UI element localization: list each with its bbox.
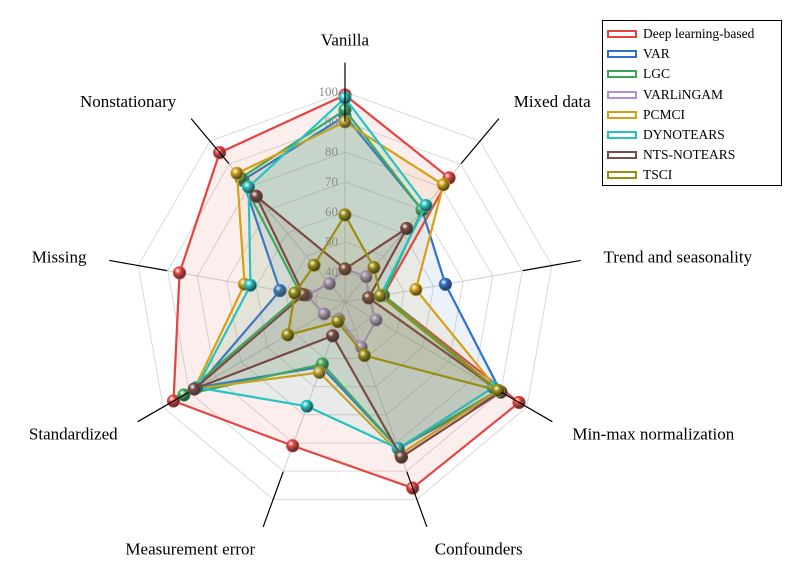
axis-label-min-max-normalization: Min-max normalization xyxy=(572,424,734,443)
axis-label-missing: Missing xyxy=(32,247,87,266)
axis-label-nonstationary: Nonstationary xyxy=(80,92,177,111)
axis-spoke xyxy=(406,471,428,528)
legend-label: TSCI xyxy=(643,167,673,183)
data-point-varlingam xyxy=(322,277,337,291)
data-point-tsci xyxy=(331,315,345,329)
data-point-tsci xyxy=(373,289,388,303)
axis-spoke xyxy=(522,259,581,272)
legend-swatch xyxy=(607,171,637,180)
data-point-nts-notears xyxy=(394,450,409,464)
data-point-tsci xyxy=(357,348,372,363)
legend-item-pcmci: PCMCI xyxy=(607,105,777,125)
legend-label: PCMCI xyxy=(643,106,686,122)
data-point-var xyxy=(273,283,287,298)
axis-label-mixed-data: Mixed data xyxy=(514,92,591,111)
axis-spoke xyxy=(190,118,230,165)
data-point-pcmci xyxy=(312,365,326,380)
legend-label: DYNOTEARS xyxy=(643,127,725,143)
data-point-tsci xyxy=(288,286,302,300)
legend-swatch xyxy=(607,50,637,59)
grid-ring xyxy=(226,181,464,416)
axis-spoke xyxy=(262,471,284,528)
data-point-tsci xyxy=(281,328,295,342)
axis-label-trend-and-seasonality: Trend and seasonality xyxy=(604,247,753,266)
data-point-dynotears xyxy=(241,180,256,194)
series-area-var xyxy=(195,114,502,450)
data-point-tsci xyxy=(338,208,352,222)
data-point-nts-notears xyxy=(249,189,263,203)
data-point-deep-learning-based xyxy=(286,439,300,453)
legend-item-tsci: TSCI xyxy=(607,165,777,185)
grid-ring xyxy=(255,211,435,388)
data-point-pcmci xyxy=(436,178,450,192)
legend-item-deep-learning-based: Deep learning-based xyxy=(607,24,777,44)
legend-label: VAR xyxy=(643,46,670,62)
grid-ring xyxy=(137,91,553,500)
data-point-tsci xyxy=(307,258,321,272)
legend-swatch xyxy=(607,30,637,39)
data-point-varlingam xyxy=(359,270,373,284)
legend-item-varlingam: VARLiNGAM xyxy=(607,85,777,105)
data-point-tsci xyxy=(367,260,381,275)
legend-label: LGC xyxy=(643,66,670,82)
legend-swatch xyxy=(607,131,637,140)
data-point-dynotears xyxy=(419,198,433,213)
legend-item-nts-notears: NTS-NOTEARS xyxy=(607,145,777,165)
legend-item-var: VAR xyxy=(607,44,777,64)
legend-label: VARLiNGAM xyxy=(643,86,724,102)
data-point-pcmci xyxy=(409,282,423,297)
axis-label-standardized: Standardized xyxy=(29,424,118,443)
radar-labels: Vanilla Mixed data Trend and seasonality Mi… xyxy=(29,31,753,559)
legend-item-lgc: LGC xyxy=(607,64,777,84)
series-area-varlingam xyxy=(305,267,378,349)
series-tsci xyxy=(281,208,505,398)
axis-label-vanilla: Vanilla xyxy=(321,31,370,50)
legend-item-dynotears: DYNOTEARS xyxy=(607,125,777,145)
series-area-tsci xyxy=(286,213,500,392)
legend-swatch xyxy=(607,70,637,79)
legend-label: Deep learning-based xyxy=(643,26,755,42)
axis-label-confounders: Confounders xyxy=(435,540,523,559)
data-point-tsci xyxy=(491,383,505,398)
data-point-pcmci xyxy=(230,166,244,180)
data-point-varlingam xyxy=(369,313,383,327)
legend-swatch xyxy=(607,90,637,99)
series-area-nts-notears xyxy=(193,195,502,459)
legend: Deep learning-based VAR LGC VARLiNGAM PCMCI D… xyxy=(602,20,782,186)
data-point-varlingam xyxy=(317,307,331,321)
legend-label: NTS-NOTEARS xyxy=(643,147,736,163)
tick-label: 100 xyxy=(319,84,339,99)
data-point-var xyxy=(438,277,453,291)
data-point-nts-notears xyxy=(400,221,414,236)
tick-label: 40 xyxy=(325,264,338,279)
series-nts-notears xyxy=(187,189,508,464)
data-point-nts-notears xyxy=(326,329,340,343)
tick-label: 90 xyxy=(325,114,338,129)
data-point-deep-learning-based xyxy=(172,266,187,280)
tick-label: 60 xyxy=(325,204,338,219)
data-point-nts-notears xyxy=(187,382,201,396)
grid-spoke xyxy=(209,140,346,303)
axis-spoke xyxy=(501,391,553,423)
grid-spoke xyxy=(344,301,418,500)
data-point-nts-notears xyxy=(338,262,352,276)
axis-spoke xyxy=(109,259,168,272)
axis-spoke xyxy=(460,118,500,165)
axis-spoke xyxy=(137,391,189,423)
tick-label: 50 xyxy=(325,234,338,249)
legend-swatch xyxy=(607,151,637,160)
grid-ring xyxy=(196,151,494,444)
data-point-dynotears xyxy=(243,278,258,292)
tick-label: 80 xyxy=(325,144,338,159)
legend-swatch xyxy=(607,110,637,119)
tick-label: 70 xyxy=(325,174,338,189)
data-point-dynotears xyxy=(300,399,314,413)
axis-label-measurement-error: Measurement error xyxy=(125,540,255,559)
radar-series-layer xyxy=(166,88,526,495)
